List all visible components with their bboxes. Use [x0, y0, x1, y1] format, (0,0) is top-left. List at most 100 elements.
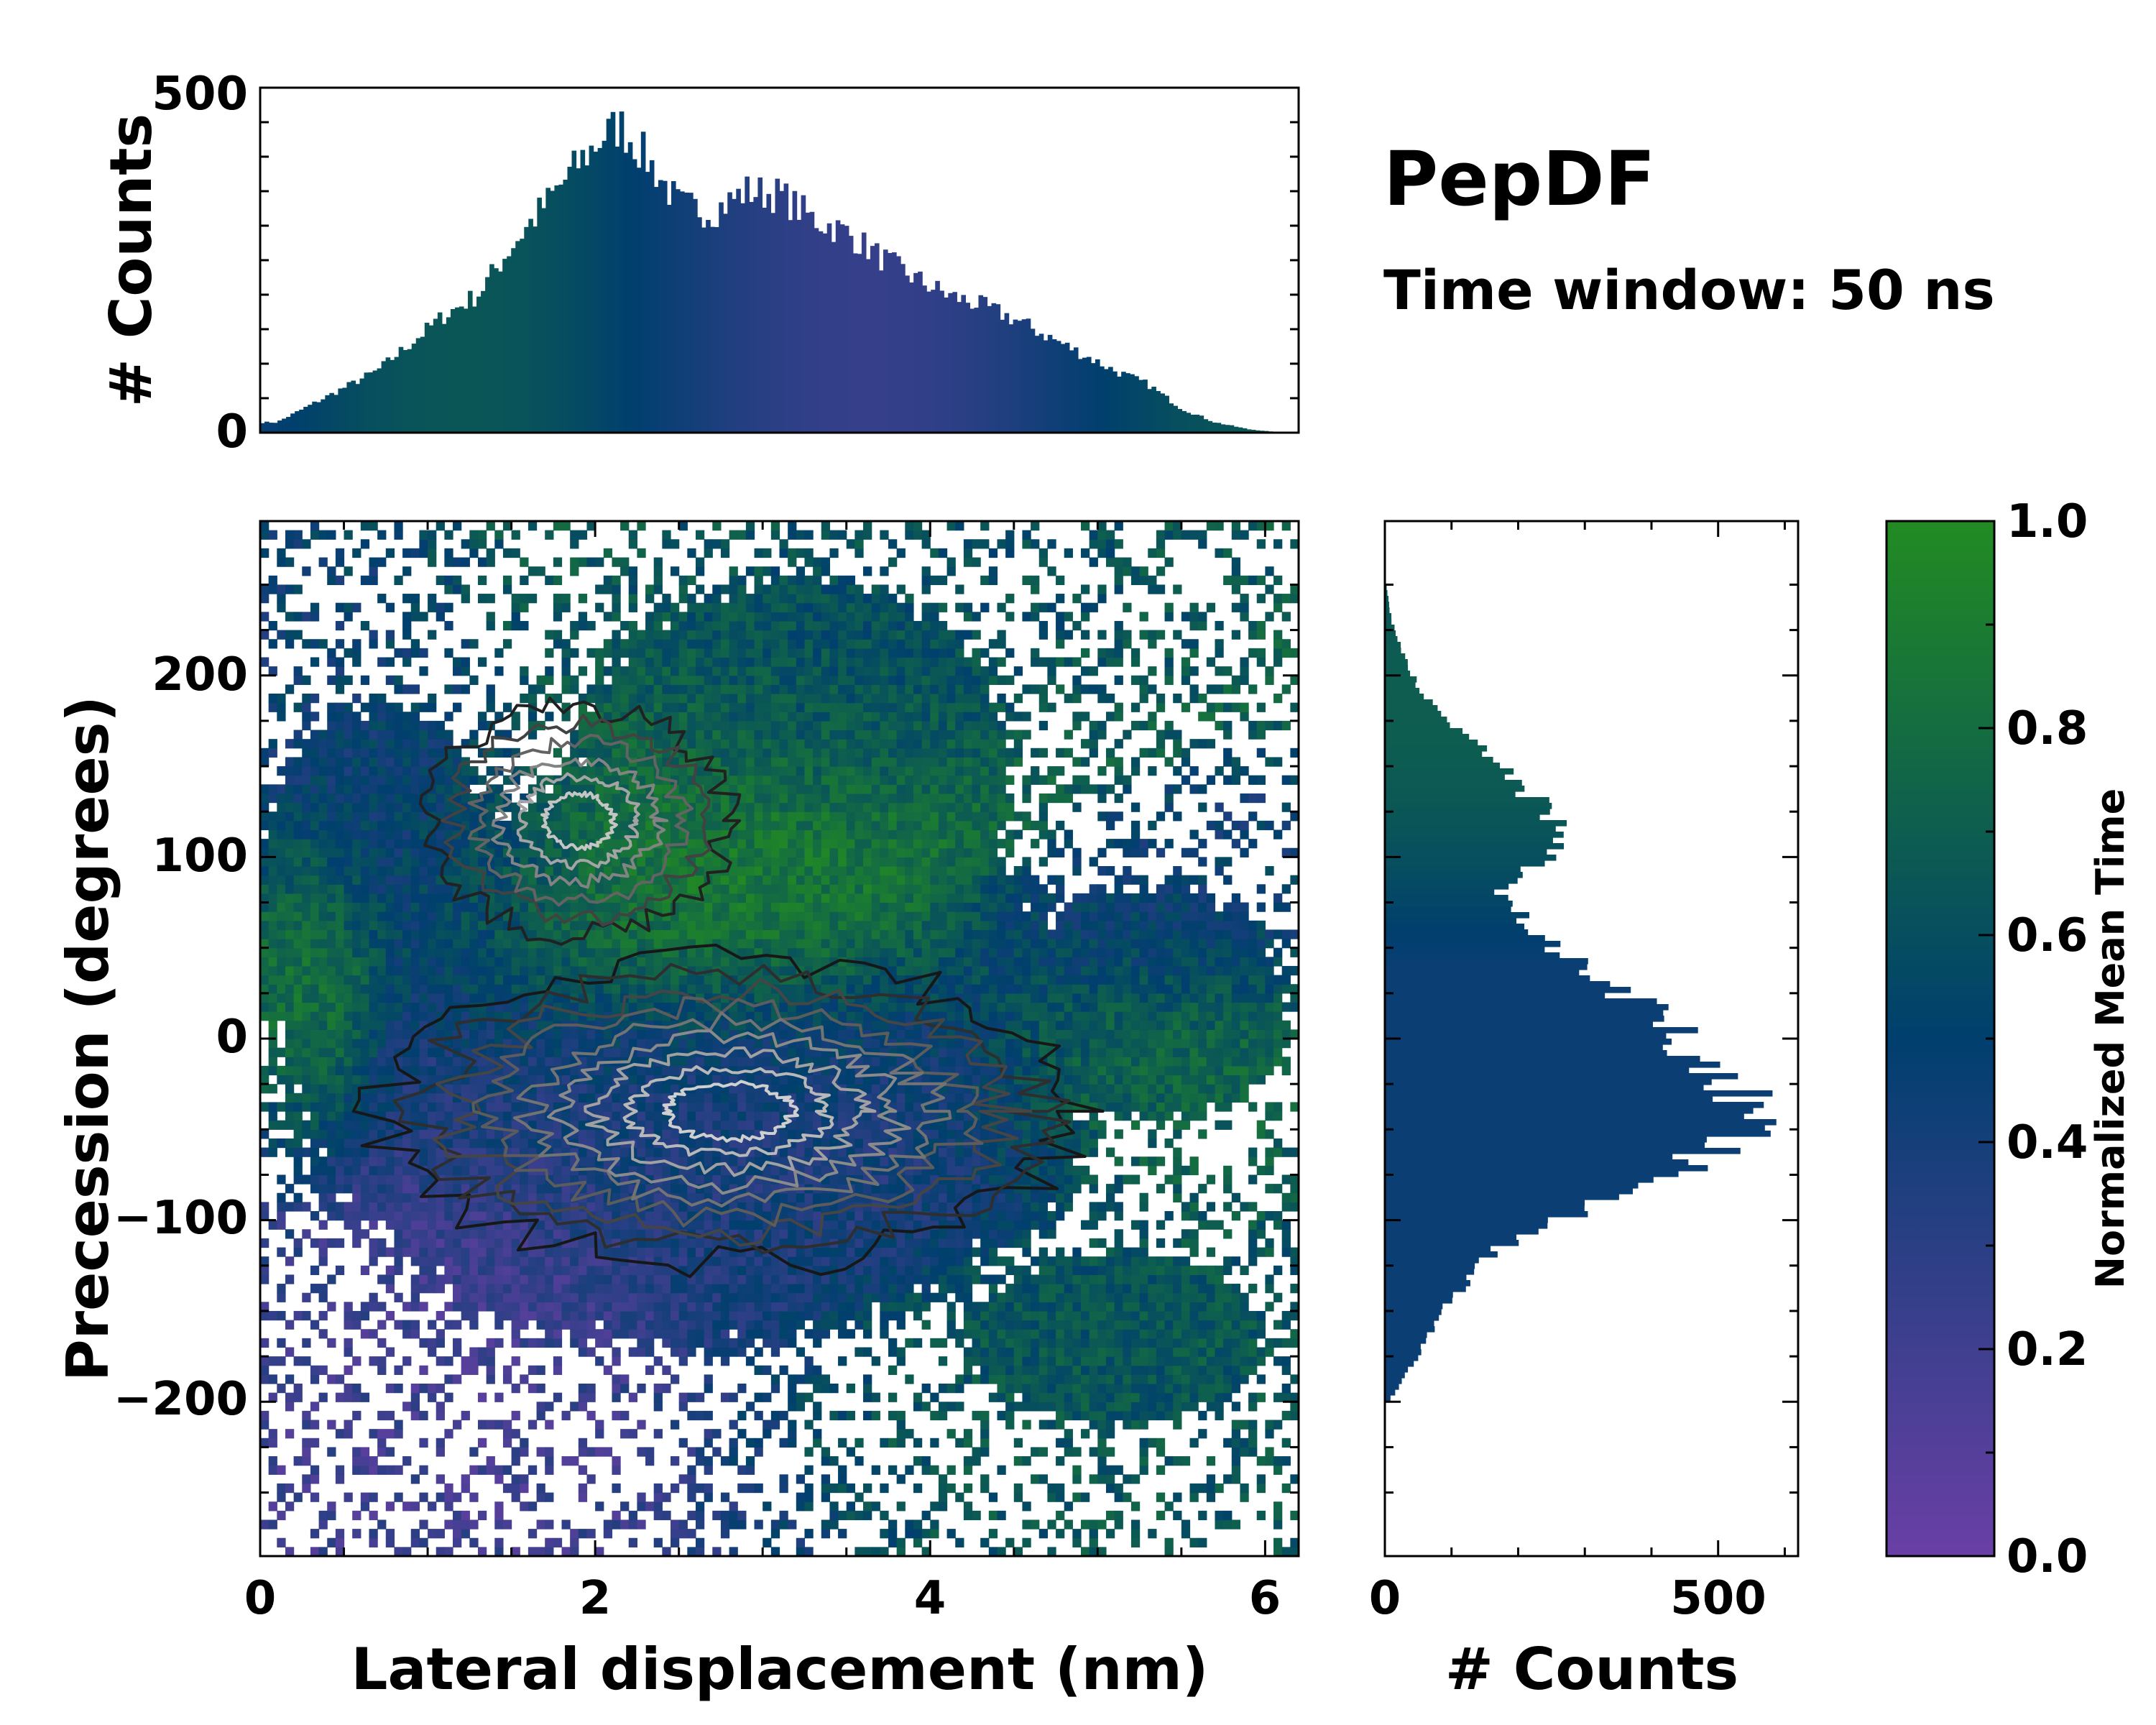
heat-cell-1295	[410, 1192, 420, 1202]
heat-cell-657	[335, 657, 345, 667]
heat-cell-2578	[545, 920, 554, 931]
heat-cell-2905	[578, 829, 588, 840]
heat-cell-3224	[612, 1002, 621, 1012]
heat-cell-2656	[553, 884, 563, 894]
heat-cell-2307	[520, 1302, 529, 1312]
heat-cell-288	[293, 820, 303, 831]
heat-cell-4185	[695, 557, 705, 567]
heat-cell-4407	[720, 1111, 730, 1121]
heat-cell-1190	[394, 702, 403, 712]
heat-cell-683	[344, 1138, 353, 1149]
top-hist-bar-97	[680, 191, 685, 433]
heat-cell-2836	[570, 557, 579, 567]
heat-cell-1497	[428, 802, 437, 812]
heat-cell-3711	[653, 648, 663, 658]
heat-cell-195	[285, 1075, 295, 1085]
heat-cell-3960	[678, 884, 688, 894]
top-hist-bar-107	[723, 213, 728, 433]
heat-cell-805	[352, 730, 361, 740]
heat-cell-2042	[486, 875, 495, 885]
heat-cell-3459	[637, 1320, 646, 1330]
heat-cell-1872	[469, 1065, 479, 1076]
heat-cell-1381	[419, 1156, 428, 1167]
heat-cell-2359	[520, 829, 529, 840]
heat-cell-2491	[536, 1020, 545, 1030]
heat-cell-4665	[745, 1320, 755, 1330]
heat-cell-2189	[502, 957, 512, 967]
heat-cell-1343	[410, 757, 420, 767]
heat-cell-1851	[469, 1256, 479, 1266]
heat-cell-1114	[385, 657, 395, 667]
top-hist-bar-90	[649, 160, 655, 433]
heat-cell-4093	[695, 1519, 705, 1530]
heat-cell-61	[268, 1438, 277, 1448]
heat-cell-2855	[578, 1284, 588, 1294]
heat-cell-1281	[410, 1384, 420, 1394]
heat-cell-2527	[545, 1465, 554, 1475]
heat-cell-723	[344, 775, 353, 785]
top-hist-bar-47	[463, 308, 469, 433]
heat-cell-4313	[712, 1111, 722, 1121]
heat-cell-4475	[729, 1392, 738, 1402]
top-hist-bar-81	[610, 111, 616, 433]
heat-cell-3710	[653, 657, 663, 667]
heat-cell-3289	[620, 1229, 630, 1239]
heat-cell-2673	[553, 612, 563, 622]
heat-cell-4288	[712, 1338, 722, 1348]
heat-cell-2995	[586, 766, 596, 776]
heat-cell-327	[302, 1065, 311, 1076]
heat-cell-4671	[745, 1265, 755, 1276]
heat-cell-649	[335, 739, 345, 749]
heat-cell-1269	[402, 620, 412, 631]
heat-cell-4132	[695, 1057, 705, 1067]
heat-cell-801	[352, 766, 361, 776]
heat-cell-2010	[486, 1165, 495, 1176]
heat-cell-410	[310, 984, 320, 994]
heat-cell-3031	[595, 1174, 604, 1184]
heat-cell-104	[268, 784, 277, 794]
heat-cell-1046	[385, 1429, 395, 1439]
heat-cell-4712	[745, 893, 755, 903]
heat-cell-612	[335, 1075, 345, 1085]
heat-cell-2552	[545, 1156, 554, 1167]
heat-cell-4225	[704, 1092, 713, 1103]
heat-cell-2053	[486, 766, 495, 776]
heat-cell-2217	[511, 1547, 520, 1557]
heat-cell-2412	[528, 1020, 538, 1030]
heat-cell-2523	[545, 1547, 554, 1557]
heat-cell-4388	[720, 1284, 730, 1294]
top-hist-bar-61	[524, 226, 529, 433]
heat-cell-2067	[494, 1519, 504, 1530]
heat-cell-2476	[536, 1156, 545, 1167]
heat-cell-2034	[486, 947, 495, 957]
heat-cell-3169	[603, 684, 613, 694]
heat-cell-3529	[637, 684, 646, 694]
heat-cell-1517	[436, 1529, 445, 1539]
heat-cell-12	[260, 1256, 270, 1266]
heat-cell-623	[335, 975, 345, 985]
heat-cell-321	[302, 1129, 311, 1139]
heat-cell-4633	[737, 775, 747, 785]
heat-cell-4687	[745, 1120, 755, 1130]
heat-cell-2220	[511, 1474, 520, 1484]
heat-cell-174	[285, 1547, 295, 1557]
heat-cell-4108	[695, 1274, 705, 1284]
heat-cell-179	[285, 1392, 295, 1402]
heat-cell-2333	[520, 1065, 529, 1076]
heat-cell-4243	[704, 929, 713, 939]
heat-cell-396	[310, 1111, 320, 1121]
heat-cell-4518	[729, 957, 738, 967]
heat-cell-2927	[586, 1474, 596, 1484]
heat-cell-364	[302, 720, 311, 731]
heat-cell-1423	[419, 775, 428, 785]
heat-cell-3404	[628, 965, 637, 976]
heat-cell-681	[344, 1156, 353, 1167]
heat-cell-3545	[645, 1320, 655, 1330]
heat-cell-952	[369, 748, 378, 758]
heat-cell-82	[268, 993, 277, 1003]
heat-cell-3514	[637, 820, 646, 831]
top-hist-bar-199	[1121, 372, 1126, 433]
heat-cell-3464	[637, 1274, 646, 1284]
heat-cell-2876	[578, 1092, 588, 1103]
heat-cell-215	[285, 893, 295, 903]
